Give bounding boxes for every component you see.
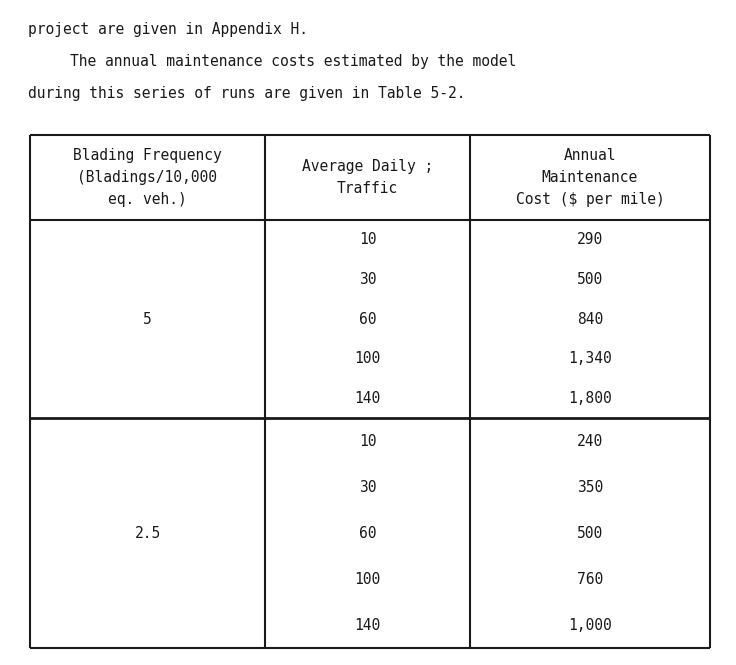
Text: 60: 60 — [358, 525, 376, 541]
Text: 140: 140 — [354, 391, 381, 406]
Text: 1,800: 1,800 — [568, 391, 612, 406]
Text: Annual
Maintenance
Cost ($ per mile): Annual Maintenance Cost ($ per mile) — [516, 148, 665, 207]
Text: 30: 30 — [358, 479, 376, 495]
Text: 10: 10 — [358, 232, 376, 247]
Text: 840: 840 — [577, 311, 603, 327]
Text: The annual maintenance costs estimated by the model: The annual maintenance costs estimated b… — [70, 54, 516, 69]
Text: 290: 290 — [577, 232, 603, 247]
Text: 1,000: 1,000 — [568, 618, 612, 632]
Text: Average Daily ;
Traffic: Average Daily ; Traffic — [302, 159, 433, 196]
Text: 500: 500 — [577, 272, 603, 287]
Text: 350: 350 — [577, 479, 603, 495]
Text: 5: 5 — [143, 311, 152, 327]
Text: 760: 760 — [577, 571, 603, 587]
Text: 30: 30 — [358, 272, 376, 287]
Text: 240: 240 — [577, 434, 603, 448]
Text: 60: 60 — [358, 311, 376, 327]
Text: 500: 500 — [577, 525, 603, 541]
Text: during this series of runs are given in Table 5-2.: during this series of runs are given in … — [28, 86, 465, 101]
Text: 10: 10 — [358, 434, 376, 448]
Text: 100: 100 — [354, 351, 381, 366]
Text: 140: 140 — [354, 618, 381, 632]
Text: project are given in Appendix H.: project are given in Appendix H. — [28, 22, 308, 37]
Text: 2.5: 2.5 — [135, 525, 160, 541]
Text: Blading Frequency
(Bladings/10,000
eq. veh.): Blading Frequency (Bladings/10,000 eq. v… — [73, 148, 222, 207]
Text: 100: 100 — [354, 571, 381, 587]
Text: 1,340: 1,340 — [568, 351, 612, 366]
